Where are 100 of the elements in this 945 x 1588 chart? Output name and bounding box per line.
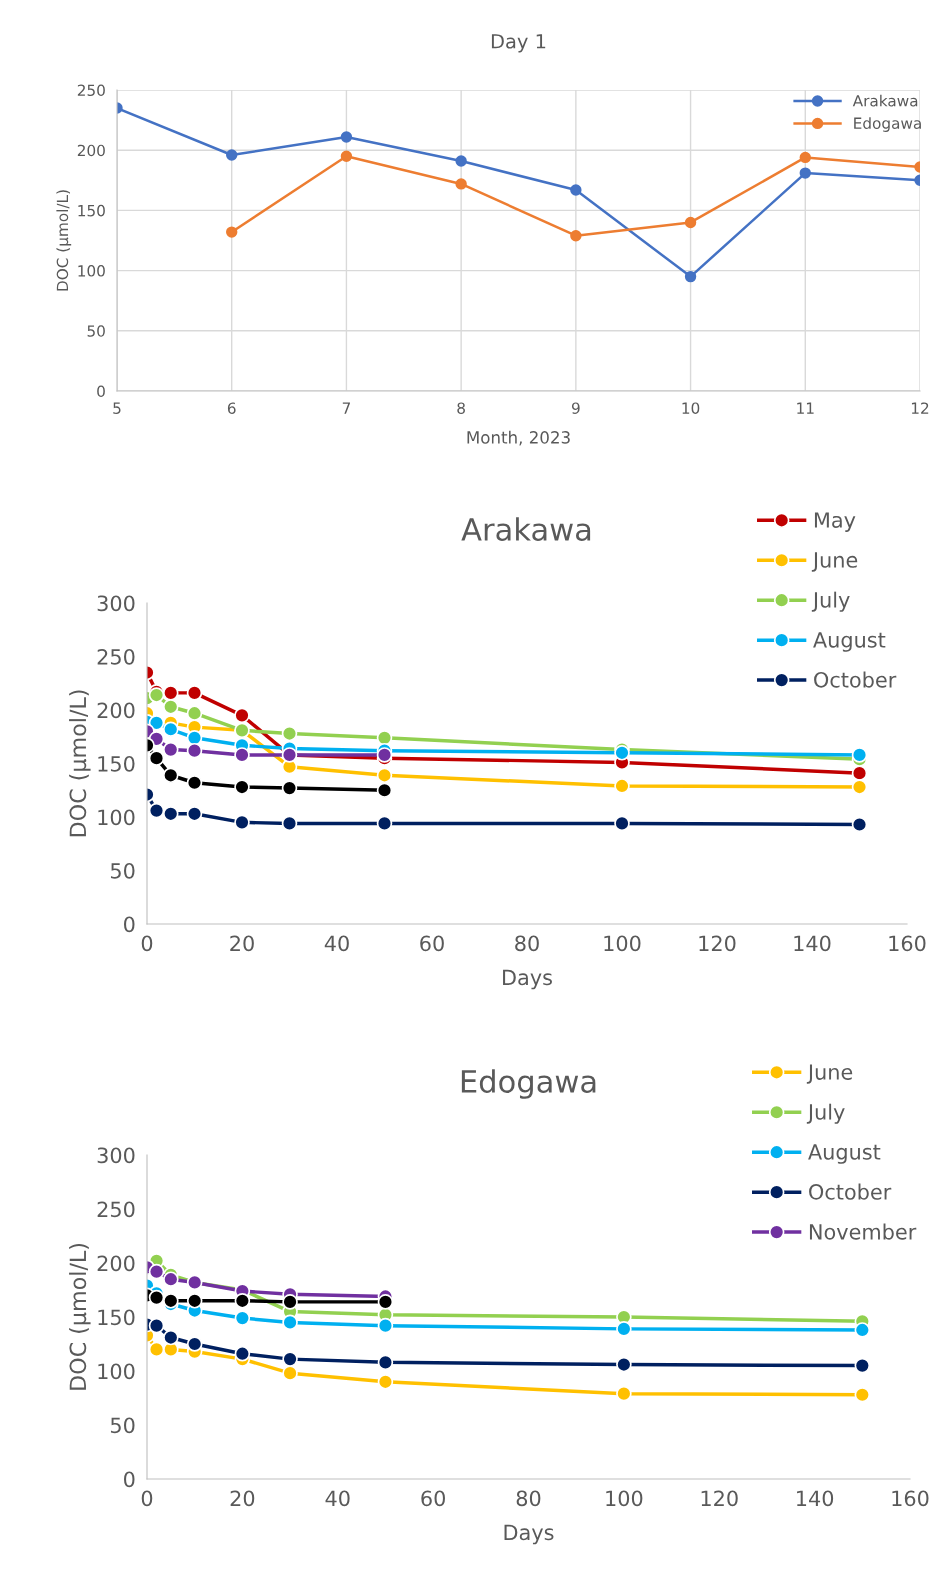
point xyxy=(377,1317,394,1334)
point xyxy=(234,747,250,763)
point xyxy=(162,741,179,758)
point xyxy=(377,1354,394,1371)
legend-label: November xyxy=(809,1223,917,1240)
x-tick-label: 60 xyxy=(420,935,444,952)
x-tick-label: 160 xyxy=(889,935,926,952)
point xyxy=(234,707,250,724)
point xyxy=(281,815,298,832)
legend-label: Arakawa xyxy=(852,94,918,107)
legend-label: May xyxy=(814,512,856,532)
x-tick-label: 20 xyxy=(230,935,254,952)
legend-label: August xyxy=(813,632,886,652)
point xyxy=(281,725,298,742)
y-tick-label: 100 xyxy=(98,1363,135,1380)
x-axis-title: Days xyxy=(504,1524,554,1545)
point xyxy=(282,1351,298,1367)
point xyxy=(281,780,298,796)
point xyxy=(162,806,179,822)
point xyxy=(162,685,179,701)
point xyxy=(854,1322,871,1338)
point xyxy=(614,745,630,761)
point xyxy=(614,778,630,794)
x-tick-label: 6 xyxy=(227,402,236,414)
x-axis-title: Month, 2023 xyxy=(467,430,570,446)
point xyxy=(455,155,467,167)
x-tick-label: 8 xyxy=(457,402,465,414)
y-tick-label: 200 xyxy=(97,702,135,719)
point xyxy=(340,131,353,143)
point xyxy=(148,802,165,819)
x-tick-label: 140 xyxy=(797,1490,834,1507)
point xyxy=(614,815,630,832)
point xyxy=(148,1263,165,1280)
point xyxy=(570,229,582,242)
y-tick-label: 50 xyxy=(87,325,105,337)
point xyxy=(162,767,179,784)
x-tick-label: 0 xyxy=(141,935,153,952)
y-tick-label: 300 xyxy=(97,595,135,612)
x-tick-label: 60 xyxy=(421,1490,445,1507)
point xyxy=(851,747,868,763)
y-tick-label: 150 xyxy=(98,1309,135,1326)
x-tick-label: 0 xyxy=(141,1490,153,1507)
point xyxy=(186,1293,203,1309)
point xyxy=(186,705,203,721)
point xyxy=(234,779,250,795)
x-tick-label: 100 xyxy=(606,1490,643,1507)
point xyxy=(162,721,179,738)
point xyxy=(616,1321,632,1337)
y-tick-label: 150 xyxy=(98,755,135,772)
y-tick-label: 250 xyxy=(97,648,135,665)
point xyxy=(282,1365,298,1381)
legend-label: August xyxy=(808,1144,881,1164)
point xyxy=(616,1385,632,1402)
point xyxy=(854,1357,871,1374)
y-axis-title: DOC (µmol/L) xyxy=(69,690,91,837)
y-tick-label: 0 xyxy=(97,385,105,398)
legend-label: June xyxy=(811,552,858,572)
legend-label: October xyxy=(809,1183,892,1200)
x-tick-label: 140 xyxy=(794,935,831,952)
point xyxy=(799,167,811,179)
point xyxy=(186,1336,203,1352)
y-tick-label: 50 xyxy=(110,862,135,879)
chart-title: Arakawa xyxy=(461,517,591,541)
point xyxy=(282,1314,298,1331)
point xyxy=(234,1293,251,1309)
y-tick-label: 0 xyxy=(124,1471,135,1488)
point xyxy=(851,816,868,833)
x-tick-label: 12 xyxy=(911,402,929,414)
x-axis-title: Days xyxy=(503,969,552,990)
y-tick-label: 300 xyxy=(97,1147,135,1164)
point xyxy=(799,151,811,164)
point xyxy=(148,1341,165,1358)
x-tick-label: 10 xyxy=(682,402,700,414)
x-tick-label: 9 xyxy=(571,402,580,414)
x-tick-label: 80 xyxy=(515,935,539,952)
y-tick-label: 100 xyxy=(98,809,135,826)
point xyxy=(163,1271,179,1287)
point xyxy=(226,226,238,238)
point xyxy=(186,774,203,791)
point xyxy=(377,1294,394,1310)
point xyxy=(570,184,582,196)
chart-title: Day 1 xyxy=(491,34,546,53)
y-tick-label: 250 xyxy=(97,1201,135,1218)
x-tick-label: 160 xyxy=(892,1490,929,1507)
point xyxy=(376,767,393,784)
x-tick-label: 11 xyxy=(797,402,814,414)
y-tick-label: 100 xyxy=(78,265,105,277)
point xyxy=(234,1310,251,1326)
point xyxy=(851,779,868,795)
point xyxy=(186,730,203,746)
y-tick-label: 0 xyxy=(124,916,135,933)
x-tick-label: 20 xyxy=(230,1490,255,1507)
point xyxy=(684,216,697,229)
point xyxy=(186,806,203,822)
y-tick-label: 50 xyxy=(110,1417,135,1434)
y-axis-title: DOC (µmol/L) xyxy=(69,1243,91,1390)
point xyxy=(148,1289,165,1306)
y-tick-label: 250 xyxy=(77,84,105,97)
x-tick-label: 80 xyxy=(516,1490,541,1507)
point xyxy=(854,1386,871,1403)
